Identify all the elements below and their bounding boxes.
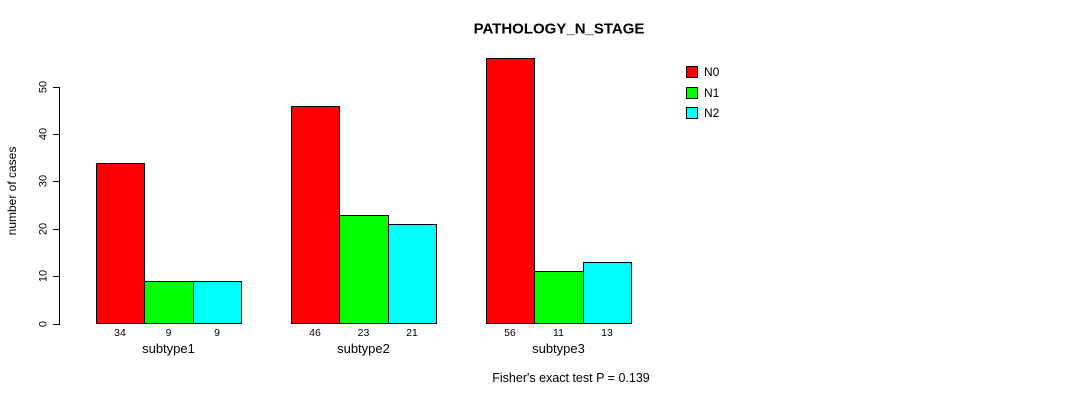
bar-value-label: 9 bbox=[165, 327, 172, 339]
category-label: subtype3 bbox=[532, 341, 585, 356]
bar-value-label: 9 bbox=[214, 327, 220, 339]
y-tick bbox=[53, 276, 60, 277]
y-tick-label: 10 bbox=[37, 269, 50, 283]
y-tick-label: 20 bbox=[37, 222, 50, 236]
bar-value-label: 46 bbox=[309, 327, 321, 339]
y-tick bbox=[53, 229, 60, 230]
bar bbox=[96, 163, 145, 324]
y-tick-label: 0 bbox=[37, 320, 50, 328]
category-label: subtype2 bbox=[337, 341, 390, 356]
y-tick bbox=[53, 324, 60, 325]
y-tick bbox=[53, 87, 60, 88]
bar-value-label: 23 bbox=[357, 327, 370, 339]
bar-value-label: 13 bbox=[601, 327, 613, 339]
legend: N0 N1 N2 bbox=[686, 66, 766, 126]
annotation-text: Fisher's exact test P = 0.139 bbox=[492, 371, 650, 385]
y-tick-label: 40 bbox=[37, 127, 50, 141]
legend-swatch bbox=[686, 107, 698, 119]
bar-value-label: 56 bbox=[504, 327, 516, 339]
bar-value-label: 11 bbox=[553, 327, 564, 339]
bar bbox=[534, 271, 584, 324]
y-tick bbox=[53, 134, 60, 135]
y-axis-line bbox=[59, 87, 60, 325]
bar bbox=[388, 224, 437, 324]
y-tick bbox=[53, 181, 60, 182]
bar bbox=[291, 106, 340, 324]
y-tick-label: 30 bbox=[37, 174, 50, 188]
legend-item: N0 bbox=[686, 66, 719, 78]
category-label: subtype1 bbox=[142, 341, 195, 356]
chart-title: PATHOLOGY_N_STAGE bbox=[473, 20, 645, 38]
bar bbox=[583, 262, 632, 324]
bar bbox=[486, 58, 535, 324]
y-tick-label: 50 bbox=[37, 80, 50, 94]
bar-value-label: 21 bbox=[406, 327, 418, 339]
bar bbox=[144, 281, 194, 324]
legend-item: N2 bbox=[686, 107, 719, 119]
legend-label: N2 bbox=[704, 106, 720, 120]
legend-label: N0 bbox=[704, 65, 720, 79]
bar bbox=[193, 281, 242, 324]
legend-swatch bbox=[686, 87, 698, 99]
legend-label: N1 bbox=[704, 86, 720, 100]
legend-swatch bbox=[686, 66, 698, 78]
bar-value-label: 34 bbox=[114, 327, 126, 339]
legend-item: N1 bbox=[686, 87, 719, 99]
bar bbox=[339, 215, 389, 324]
